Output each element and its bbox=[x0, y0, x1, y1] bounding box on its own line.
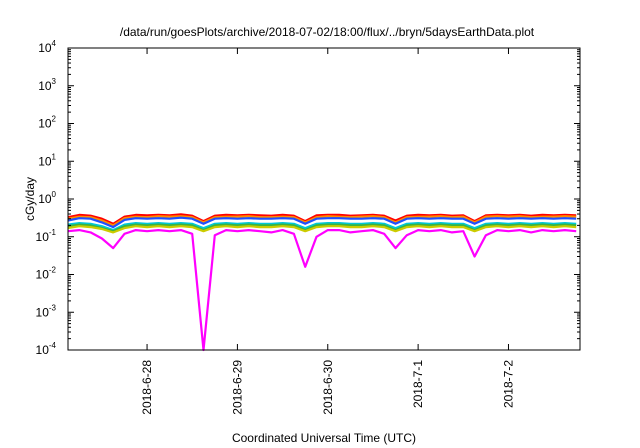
x-tick-label: 2018-7-2 bbox=[502, 360, 516, 408]
y-tick-label: 10-4 bbox=[36, 341, 57, 357]
y-tick-exponent: 0 bbox=[52, 190, 57, 199]
y-tick-exponent: 1 bbox=[52, 152, 57, 161]
y-tick-label: 100 bbox=[38, 190, 56, 206]
y-tick-base: 10 bbox=[38, 117, 52, 131]
y-tick-label: 103 bbox=[38, 77, 56, 93]
y-tick-base: 10 bbox=[36, 268, 50, 282]
y-tick-base: 10 bbox=[38, 154, 52, 168]
y-tick-base: 10 bbox=[38, 79, 52, 93]
y-tick-exponent: 3 bbox=[52, 77, 57, 86]
y-tick-label: 104 bbox=[38, 39, 56, 55]
x-axis: 2018-6-28 2018-6-29 2018-6-30 2018-7-1 2018-… bbox=[140, 48, 516, 415]
y-tick-label: 101 bbox=[38, 152, 56, 168]
series-line-7 bbox=[67, 229, 577, 352]
series-layer bbox=[67, 213, 577, 352]
series-line-3 bbox=[67, 216, 577, 229]
series-line-1 bbox=[67, 213, 577, 225]
y-tick-base: 10 bbox=[36, 230, 50, 244]
y-tick-exponent: -1 bbox=[49, 228, 57, 237]
y-tick-label: 10-3 bbox=[36, 303, 57, 319]
plot-frame bbox=[67, 47, 581, 351]
y-tick-exponent: -3 bbox=[49, 303, 57, 312]
chart-title: /data/run/goesPlots/archive/2018-07-02/1… bbox=[120, 25, 535, 39]
y-tick-base: 10 bbox=[38, 192, 52, 206]
series-line-2 bbox=[67, 215, 577, 227]
x-tick-label: 2018-6-29 bbox=[230, 360, 244, 415]
series-line-6 bbox=[67, 225, 577, 234]
y-tick-exponent: 2 bbox=[52, 115, 57, 124]
y-tick-exponent: 4 bbox=[52, 39, 57, 48]
y-tick-label: 102 bbox=[38, 115, 56, 131]
y-tick-exponent: -4 bbox=[49, 341, 57, 350]
series-line-5 bbox=[67, 223, 577, 233]
y-tick-label: 10-2 bbox=[36, 266, 57, 282]
y-tick-label: 10-1 bbox=[36, 228, 57, 244]
x-tick-label: 2018-6-28 bbox=[140, 360, 154, 415]
y-tick-base: 10 bbox=[38, 41, 52, 55]
y-tick-base: 10 bbox=[36, 343, 50, 357]
series-line-4 bbox=[67, 222, 577, 232]
x-tick-label: 2018-6-30 bbox=[321, 360, 335, 415]
y-tick-exponent: -2 bbox=[49, 266, 57, 275]
x-axis-label: Coordinated Universal Time (UTC) bbox=[232, 431, 416, 445]
x-tick-label: 2018-7-1 bbox=[411, 360, 425, 408]
y-tick-base: 10 bbox=[36, 305, 50, 319]
y-axis-label: cGy/day bbox=[23, 177, 37, 221]
